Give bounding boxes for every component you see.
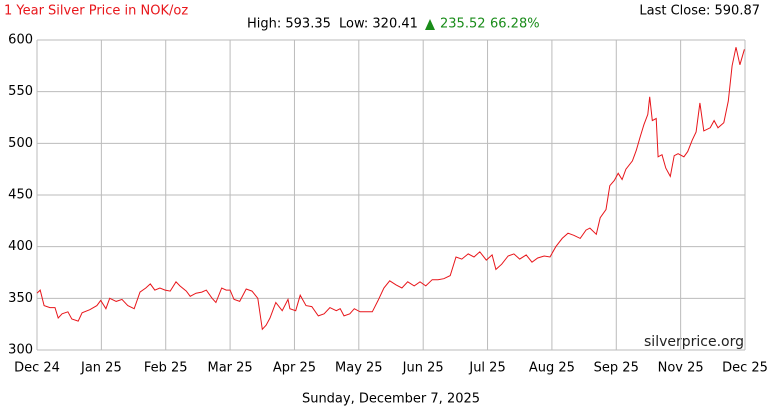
x-tick-label: Dec 24 bbox=[14, 361, 60, 376]
y-tick-label: 600 bbox=[8, 33, 33, 48]
change-pct: 66.28% bbox=[490, 17, 540, 32]
x-tick-label: Feb 25 bbox=[144, 361, 188, 376]
y-tick-label: 550 bbox=[8, 84, 33, 99]
y-tick-label: 500 bbox=[8, 136, 33, 151]
date: Sunday, December 7, 2025 bbox=[302, 392, 480, 407]
y-tick-label: 400 bbox=[8, 239, 33, 254]
x-tick-label: Dec 25 bbox=[722, 361, 768, 376]
x-tick-label: Jul 25 bbox=[468, 361, 505, 376]
last-close: Last Close: 590.87 bbox=[639, 4, 760, 19]
price-line bbox=[36, 47, 745, 331]
x-tick-label: Apr 25 bbox=[273, 361, 316, 376]
chart-title: 1 Year Silver Price in NOK/oz bbox=[4, 4, 188, 19]
watermark: silverprice.org bbox=[644, 334, 744, 350]
x-tick-label: Sep 25 bbox=[594, 361, 639, 376]
x-tick-label: Aug 25 bbox=[529, 361, 575, 376]
up-arrow bbox=[425, 19, 435, 30]
change: 235.52 bbox=[440, 17, 486, 32]
y-tick-label: 450 bbox=[8, 188, 33, 203]
x-tick-label: May 25 bbox=[335, 361, 383, 376]
high: High: 593.35 bbox=[247, 17, 331, 32]
x-tick-label: Nov 25 bbox=[658, 361, 704, 376]
y-tick-label: 300 bbox=[8, 343, 33, 358]
y-tick-label: 350 bbox=[8, 291, 33, 306]
x-tick-label: Mar 25 bbox=[207, 361, 252, 376]
x-tick-label: Jan 25 bbox=[80, 361, 122, 376]
x-tick-label: Jun 25 bbox=[402, 361, 444, 376]
low: Low: 320.41 bbox=[339, 17, 418, 32]
